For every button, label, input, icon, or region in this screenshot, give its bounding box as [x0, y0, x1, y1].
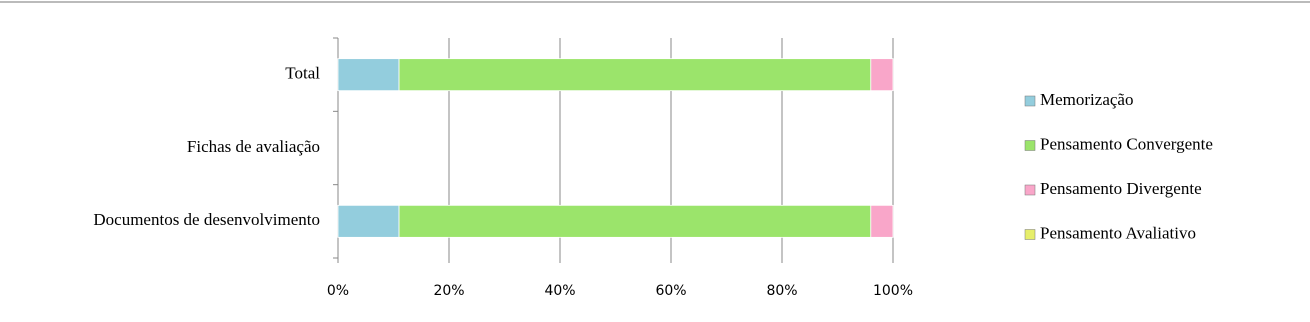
legend-label: Memorização: [1040, 90, 1133, 109]
legend-swatch: [1024, 229, 1036, 240]
bar-segment: [870, 58, 894, 92]
legend-swatch: [1024, 95, 1036, 107]
bar-segment: [337, 58, 400, 92]
bar-segment: [398, 204, 872, 238]
x-tick-label: 20%: [433, 283, 464, 299]
bar-segment: [337, 204, 400, 238]
bar-segment: [870, 204, 894, 238]
x-tick-label: 0%: [327, 283, 349, 299]
x-tick-label: 60%: [655, 283, 686, 299]
legend-swatch: [1024, 140, 1036, 151]
legend-swatch: [1024, 184, 1036, 196]
y-tick-label: Fichas de avaliação: [187, 137, 320, 156]
x-tick-label: 80%: [766, 283, 797, 299]
bar-segment: [398, 58, 872, 92]
y-tick-label: Total: [285, 64, 320, 83]
x-tick-label: 100%: [873, 283, 913, 299]
x-tick-label: 40%: [544, 283, 575, 299]
legend-label: Pensamento Divergente: [1040, 179, 1202, 198]
legend-label: Pensamento Convergente: [1040, 134, 1213, 153]
y-tick-label: Documentos de desenvolvimento: [93, 210, 320, 229]
legend-label: Pensamento Avaliativo: [1040, 223, 1196, 242]
